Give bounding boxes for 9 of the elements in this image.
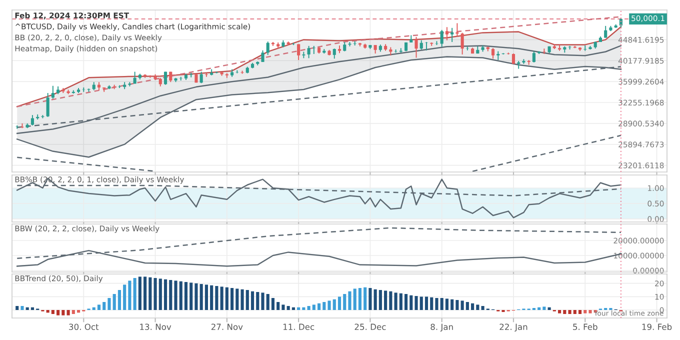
x-tick-label: 5. Feb xyxy=(573,324,598,330)
x-tick-label: 13. Nov xyxy=(140,324,172,330)
x-tick-label: 8. Jan xyxy=(430,324,453,332)
x-tick-label: 22. Jan xyxy=(500,324,528,332)
x-tick-label: 11. Dec xyxy=(283,324,314,330)
x-tick-label: 30. Oct xyxy=(69,324,99,330)
x-tick-label: 19. Feb xyxy=(642,324,672,330)
x-tick-label: 25. Dec xyxy=(354,324,386,330)
x-tick-label: 27. Nov xyxy=(211,324,243,330)
